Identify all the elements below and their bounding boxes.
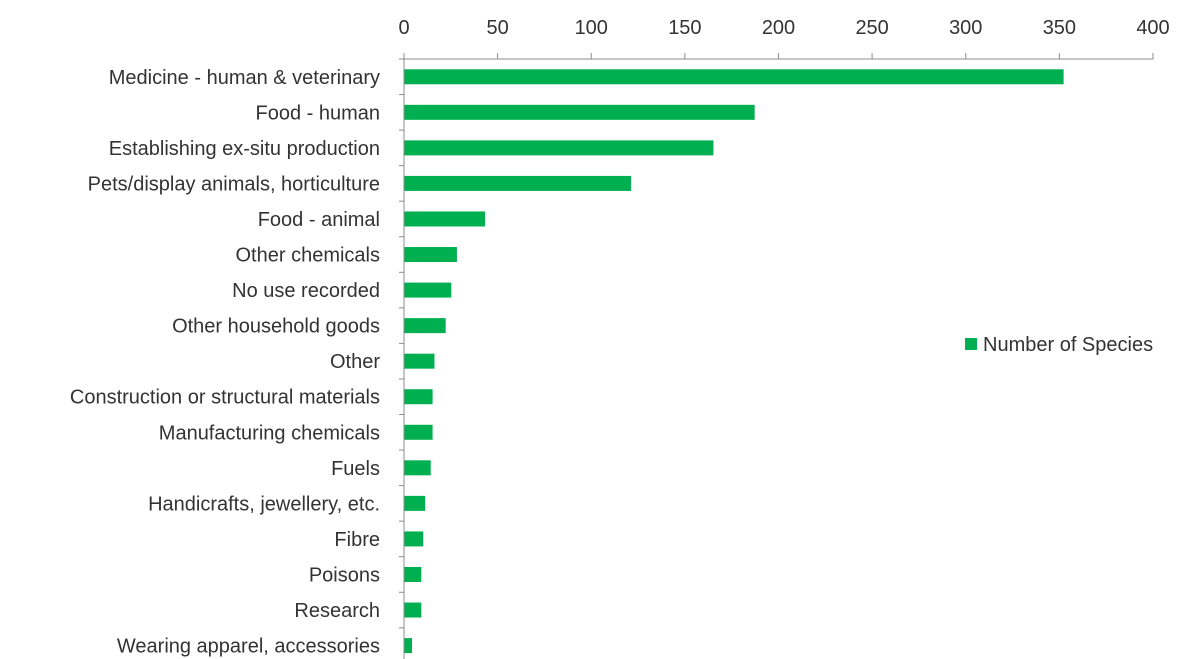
legend-swatch [965,338,977,350]
bar [404,638,412,654]
bar [404,175,632,191]
category-label: Pets/display animals, horticulture [88,173,380,195]
x-axis-ticks: 0 50 100 150 200 250 300 350 400 [398,17,1170,59]
x-tick-label: 300 [949,17,982,39]
category-label: Construction or structural materials [70,387,380,409]
bar [404,531,424,547]
x-tick-label: 250 [855,17,888,39]
bars [404,69,1064,654]
category-label: Food - human [255,102,380,124]
legend: Number of Species [965,334,1153,356]
bar [404,460,431,476]
legend-label: Number of Species [983,334,1153,356]
category-label: Research [294,600,380,622]
bar [404,495,426,511]
bar [404,104,755,120]
category-label: Wearing apparel, accessories [117,636,380,658]
category-label: No use recorded [232,280,380,302]
bar [404,211,486,227]
bar [404,247,457,263]
x-tick-label: 50 [487,17,509,39]
category-label: Medicine - human & veterinary [109,67,380,89]
category-label: Fibre [334,529,380,551]
x-tick-label: 200 [762,17,795,39]
category-label: Fuels [331,458,380,480]
bar [404,69,1064,85]
category-labels: Medicine - human & veterinary Food - huma… [70,67,380,658]
category-label: Food - animal [258,209,380,231]
category-label: Other [330,351,380,373]
category-label: Other chemicals [236,245,381,267]
bar [404,140,714,156]
x-tick-label: 150 [668,17,701,39]
x-tick-label: 350 [1043,17,1076,39]
bar [404,318,446,334]
category-label: Manufacturing chemicals [159,422,380,444]
bar [404,389,433,405]
bar [404,566,422,582]
bar [404,282,452,298]
category-label: Poisons [309,564,380,586]
bar [404,424,433,440]
category-label: Other household goods [172,316,380,338]
bar [404,353,435,369]
bar [404,602,422,618]
x-tick-label: 100 [575,17,608,39]
x-tick-label: 400 [1136,17,1169,39]
category-label: Establishing ex-situ production [109,138,380,160]
x-tick-label: 0 [398,17,409,39]
axes [399,58,1153,659]
category-label: Handicrafts, jewellery, etc. [148,493,380,515]
